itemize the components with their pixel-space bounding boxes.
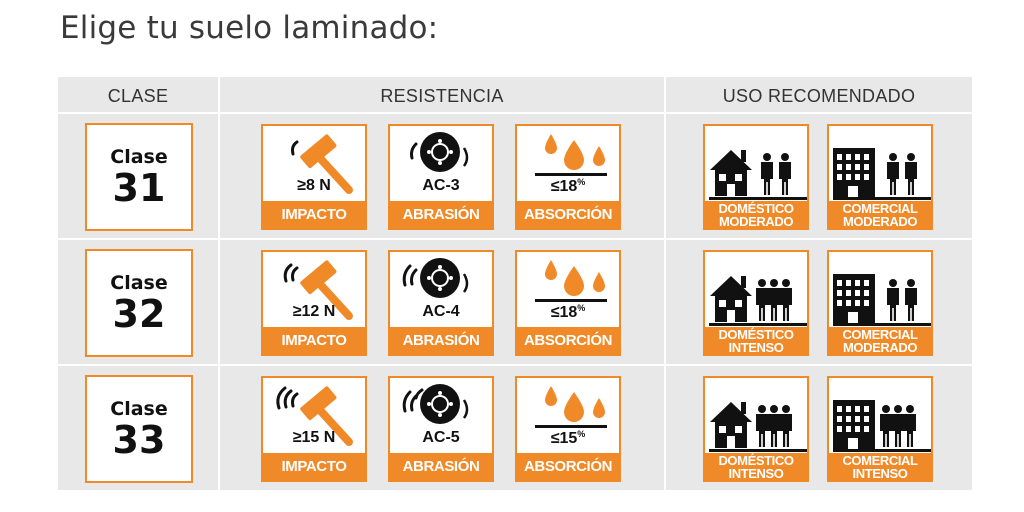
class-label: Clase bbox=[110, 398, 168, 420]
absorcion-number: ≤15 bbox=[550, 430, 578, 447]
row-divider bbox=[58, 238, 972, 240]
absorcion-label: ABSORCIÓN bbox=[517, 327, 619, 354]
absorcion-label: ABSORCIÓN bbox=[517, 201, 619, 228]
house-people-icon bbox=[709, 276, 807, 326]
header-uso: USO RECOMENDADO bbox=[722, 86, 916, 106]
commercial-use-label: COMERCIAL INTENSO bbox=[829, 453, 931, 480]
row-divider bbox=[58, 112, 972, 114]
abrasion-label: ABRASIÓN bbox=[390, 327, 492, 354]
house-people-icon bbox=[709, 402, 807, 452]
row-divider bbox=[58, 364, 972, 366]
absorcion-unit: % bbox=[577, 177, 586, 187]
class-label: Clase bbox=[110, 272, 168, 294]
absorcion-card: ≤18% ABSORCIÓN bbox=[515, 250, 621, 356]
commercial-use-label: COMERCIAL MODERADO bbox=[829, 327, 931, 354]
class-number: 33 bbox=[112, 418, 166, 462]
commercial-use-line1: COMERCIAL bbox=[842, 327, 918, 342]
disc-icon bbox=[402, 258, 469, 298]
domestic-use-card: DOMÉSTICO INTENSO bbox=[703, 376, 809, 482]
domestic-use-line2: MODERADO bbox=[718, 214, 794, 229]
impacto-card: ≥8 N IMPACTO bbox=[261, 124, 367, 230]
commercial-use-card: COMERCIAL MODERADO bbox=[827, 124, 933, 230]
absorcion-unit: % bbox=[577, 429, 586, 439]
commercial-use-line2: MODERADO bbox=[842, 214, 918, 229]
laminate-class-table: CLASE RESISTENCIA USO RECOMENDADO Clase … bbox=[58, 77, 972, 490]
abrasion-value: AC-5 bbox=[422, 429, 460, 446]
abrasion-value: AC-4 bbox=[422, 303, 460, 320]
commercial-use-line2: INTENSO bbox=[852, 466, 908, 481]
abrasion-label: ABRASIÓN bbox=[390, 453, 492, 480]
domestic-use-line1: DOMÉSTICO bbox=[718, 453, 794, 468]
abrasion-value: AC-3 bbox=[422, 177, 460, 194]
commercial-use-card: COMERCIAL MODERADO bbox=[827, 250, 933, 356]
column-divider bbox=[218, 77, 220, 490]
class-card: Clase 32 bbox=[85, 249, 193, 357]
domestic-use-line2: INTENSO bbox=[728, 466, 784, 481]
abrasion-card: AC-4 ABRASIÓN bbox=[388, 250, 494, 356]
absorcion-value: ≤15% bbox=[517, 429, 619, 448]
column-divider bbox=[664, 77, 666, 490]
impacto-label: IMPACTO bbox=[263, 327, 365, 354]
absorcion-card: ≤18% ABSORCIÓN bbox=[515, 124, 621, 230]
building-people-icon bbox=[833, 400, 931, 452]
commercial-use-line1: COMERCIAL bbox=[842, 453, 918, 468]
impacto-card: ≥12 N IMPACTO bbox=[261, 250, 367, 356]
domestic-use-card: DOMÉSTICO MODERADO bbox=[703, 124, 809, 230]
water-drops-icon bbox=[535, 386, 607, 428]
absorcion-label: ABSORCIÓN bbox=[517, 453, 619, 480]
domestic-use-label: DOMÉSTICO MODERADO bbox=[705, 201, 807, 228]
abrasion-card: AC-5 ABRASIÓN bbox=[388, 376, 494, 482]
domestic-use-line1: DOMÉSTICO bbox=[718, 327, 794, 342]
absorcion-value: ≤18% bbox=[517, 177, 619, 196]
house-people-icon bbox=[709, 150, 807, 200]
commercial-use-line2: MODERADO bbox=[842, 340, 918, 355]
domestic-use-card: DOMÉSTICO INTENSO bbox=[703, 250, 809, 356]
impacto-value: ≥12 N bbox=[292, 303, 336, 320]
hammer-icon bbox=[291, 134, 353, 194]
class-label: Clase bbox=[110, 146, 168, 168]
commercial-use-label: COMERCIAL MODERADO bbox=[829, 201, 931, 228]
domestic-use-label: DOMÉSTICO INTENSO bbox=[705, 453, 807, 480]
header-clase: CLASE bbox=[107, 86, 169, 106]
absorcion-number: ≤18 bbox=[550, 178, 578, 195]
abrasion-card: AC-3 ABRASIÓN bbox=[388, 124, 494, 230]
commercial-use-card: COMERCIAL INTENSO bbox=[827, 376, 933, 482]
impacto-label: IMPACTO bbox=[263, 453, 365, 480]
impacto-value: ≥8 N bbox=[297, 177, 331, 194]
class-number: 31 bbox=[112, 166, 166, 210]
hammer-icon bbox=[276, 386, 353, 446]
class-card: Clase 33 bbox=[85, 375, 193, 483]
domestic-use-line1: DOMÉSTICO bbox=[718, 201, 794, 216]
building-people-icon bbox=[833, 148, 931, 200]
absorcion-unit: % bbox=[577, 303, 586, 313]
class-number: 32 bbox=[112, 292, 166, 336]
disc-icon bbox=[410, 132, 469, 172]
water-drops-icon bbox=[535, 260, 607, 302]
hammer-icon bbox=[283, 260, 353, 320]
domestic-use-line2: INTENSO bbox=[728, 340, 784, 355]
absorcion-value: ≤18% bbox=[517, 303, 619, 322]
page-title: Elige tu suelo laminado: bbox=[60, 10, 439, 46]
impacto-label: IMPACTO bbox=[263, 201, 365, 228]
building-people-icon bbox=[833, 274, 931, 326]
class-card: Clase 31 bbox=[85, 123, 193, 231]
domestic-use-label: DOMÉSTICO INTENSO bbox=[705, 327, 807, 354]
absorcion-number: ≤18 bbox=[550, 304, 578, 321]
abrasion-label: ABRASIÓN bbox=[390, 201, 492, 228]
impacto-card: ≥15 N IMPACTO bbox=[261, 376, 367, 482]
water-drops-icon bbox=[535, 134, 607, 176]
commercial-use-line1: COMERCIAL bbox=[842, 201, 918, 216]
absorcion-card: ≤15% ABSORCIÓN bbox=[515, 376, 621, 482]
header-resistencia: RESISTENCIA bbox=[380, 86, 504, 106]
disc-icon bbox=[402, 384, 469, 424]
impacto-value: ≥15 N bbox=[292, 429, 336, 446]
